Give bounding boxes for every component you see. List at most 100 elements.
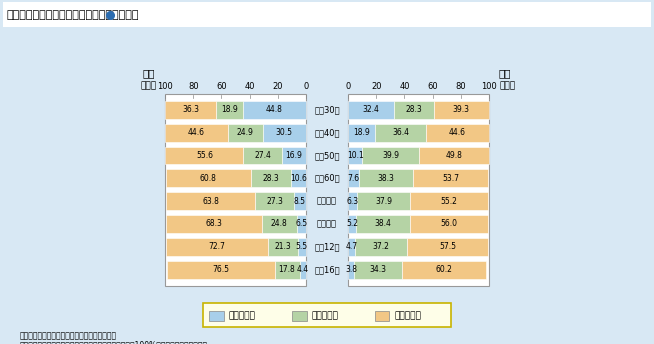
Text: 37.9: 37.9 — [375, 197, 392, 206]
Text: 17.8: 17.8 — [279, 265, 296, 274]
Text: 21.3: 21.3 — [275, 242, 292, 251]
Bar — [354, 261, 402, 279]
Text: 5.2: 5.2 — [346, 219, 358, 228]
Bar — [348, 101, 394, 119]
Text: 18.9: 18.9 — [353, 128, 370, 137]
Bar — [411, 192, 488, 210]
Bar — [348, 192, 357, 210]
Text: 男性: 男性 — [499, 68, 511, 78]
Bar — [282, 147, 306, 164]
Text: （％）: （％） — [499, 82, 515, 90]
Bar — [166, 238, 268, 256]
Text: 0: 0 — [345, 82, 351, 90]
Text: 昭和60年: 昭和60年 — [314, 174, 340, 183]
Text: 昭和30年: 昭和30年 — [314, 105, 340, 115]
Bar — [291, 170, 306, 187]
Bar — [262, 215, 297, 233]
Text: 24.9: 24.9 — [237, 128, 254, 137]
Bar — [300, 261, 306, 279]
Bar — [434, 101, 489, 119]
Text: 32.4: 32.4 — [362, 105, 379, 115]
Bar — [402, 261, 487, 279]
Bar — [256, 192, 294, 210]
Text: 27.3: 27.3 — [266, 197, 283, 206]
Bar — [165, 215, 262, 233]
Text: 28.3: 28.3 — [405, 105, 422, 115]
Bar — [263, 124, 306, 142]
Bar — [165, 147, 243, 164]
Bar — [375, 124, 426, 142]
Bar — [165, 170, 251, 187]
Text: 第１次産業: 第１次産業 — [229, 312, 256, 321]
Text: 10.6: 10.6 — [290, 174, 307, 183]
Text: 40: 40 — [399, 82, 410, 90]
Text: 28.3: 28.3 — [262, 174, 279, 183]
Text: 第２次産業: 第２次産業 — [312, 312, 339, 321]
Text: 16.9: 16.9 — [285, 151, 302, 160]
Text: 10.1: 10.1 — [347, 151, 364, 160]
Bar — [275, 261, 300, 279]
Text: 37.2: 37.2 — [373, 242, 389, 251]
Text: 80: 80 — [455, 82, 466, 90]
Text: 第３次産業: 第３次産業 — [394, 312, 421, 321]
Bar — [216, 101, 243, 119]
Bar — [243, 147, 282, 164]
Bar — [243, 101, 306, 119]
Text: 40: 40 — [244, 82, 255, 90]
Bar — [348, 124, 375, 142]
Text: 7.6: 7.6 — [347, 174, 360, 183]
Bar — [413, 170, 489, 187]
Text: 39.9: 39.9 — [382, 151, 399, 160]
Text: 6.5: 6.5 — [295, 219, 307, 228]
Bar — [297, 215, 306, 233]
Text: （備考）１．総務省「労働力調査」より作成。: （備考）１．総務省「労働力調査」より作成。 — [20, 331, 117, 341]
Bar — [165, 101, 216, 119]
Bar — [348, 147, 362, 164]
Bar — [348, 261, 354, 279]
Bar — [268, 238, 298, 256]
Text: 女性: 女性 — [143, 68, 155, 78]
Bar — [292, 311, 307, 321]
Text: 36.3: 36.3 — [182, 105, 199, 115]
Text: 100: 100 — [481, 82, 497, 90]
Bar — [359, 170, 413, 187]
Text: 18.9: 18.9 — [221, 105, 238, 115]
Text: 昭和40年: 昭和40年 — [315, 128, 339, 137]
Bar — [419, 147, 489, 164]
Text: 38.3: 38.3 — [377, 174, 394, 183]
Text: 24.8: 24.8 — [271, 219, 288, 228]
Text: 60: 60 — [216, 82, 227, 90]
Bar — [165, 94, 306, 286]
Text: 4.7: 4.7 — [345, 242, 358, 251]
Text: 63.8: 63.8 — [202, 197, 219, 206]
Bar — [348, 170, 359, 187]
Text: 36.4: 36.4 — [392, 128, 409, 137]
Bar — [375, 311, 389, 321]
Text: 第１－序－８図　産業別就業者構成比の推移: 第１－序－８図 産業別就業者構成比の推移 — [7, 10, 139, 20]
Text: 3.8: 3.8 — [345, 265, 357, 274]
Bar — [409, 215, 489, 233]
Text: 平成16年: 平成16年 — [314, 265, 340, 274]
Bar — [203, 303, 451, 327]
Text: 68.3: 68.3 — [205, 219, 222, 228]
Text: 55.2: 55.2 — [441, 197, 458, 206]
Text: 60: 60 — [427, 82, 438, 90]
Text: 5.5: 5.5 — [296, 242, 308, 251]
Text: 8.5: 8.5 — [294, 197, 306, 206]
Text: （％）: （％） — [141, 82, 157, 90]
Text: 57.5: 57.5 — [439, 242, 456, 251]
Bar — [165, 192, 256, 210]
Bar — [407, 238, 488, 256]
Text: 100: 100 — [157, 82, 173, 90]
FancyBboxPatch shape — [3, 2, 651, 27]
Bar — [209, 311, 224, 321]
Text: 44.8: 44.8 — [266, 105, 283, 115]
Bar — [251, 170, 291, 187]
Bar — [298, 238, 306, 256]
Text: 80: 80 — [188, 82, 199, 90]
Text: 20: 20 — [371, 82, 382, 90]
Text: 56.0: 56.0 — [440, 219, 457, 228]
Text: 60.2: 60.2 — [436, 265, 453, 274]
Bar — [348, 215, 356, 233]
Bar — [426, 124, 489, 142]
